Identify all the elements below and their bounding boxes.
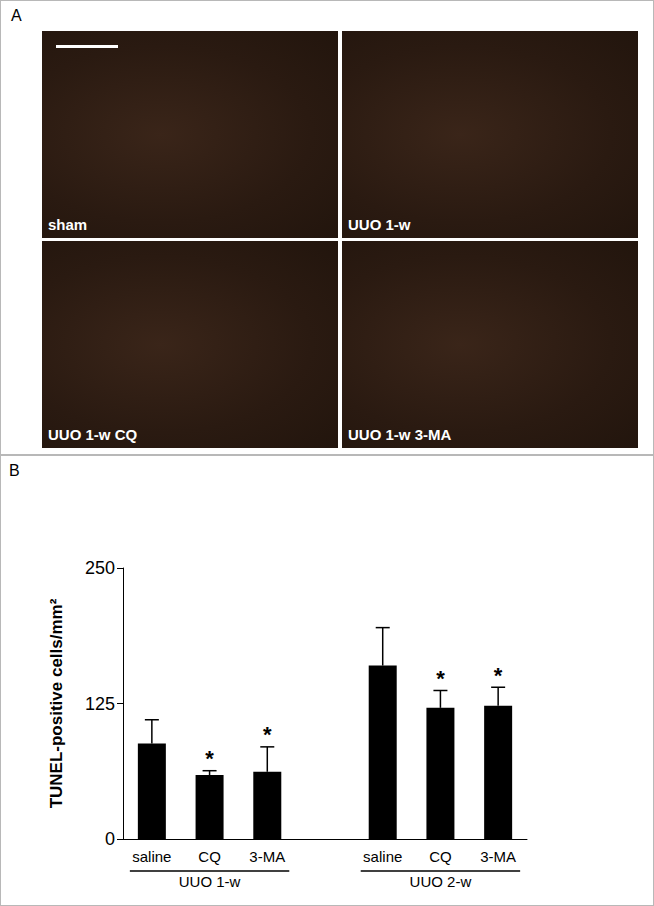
svg-text:125: 125 [85,694,115,714]
html-text:UUO 1-w 3-MA: UUO 1-w 3-MA [348,426,452,443]
html-text:B: B [9,462,20,479]
svg-text:UUO 2-w: UUO 2-w [410,873,472,890]
svg-text:0: 0 [105,829,115,849]
html-text:UUO 1-w CQ: UUO 1-w CQ [48,426,138,443]
svg-text:250: 250 [85,558,115,578]
svg-text:saline: saline [363,848,402,865]
svg-text:TUNEL-positive cells/mm²: TUNEL-positive cells/mm² [47,598,66,808]
svg-text:*: * [205,746,214,771]
svg-text:3-MA: 3-MA [480,848,516,865]
html-text:sham: sham [48,216,88,233]
svg-text:CQ: CQ [429,848,452,865]
svg-text:*: * [263,722,272,747]
svg-text:CQ: CQ [198,848,221,865]
svg-text:*: * [494,663,503,688]
html-text:A: A [11,7,22,24]
html-text:UUO 1-w: UUO 1-w [348,216,411,233]
svg-text:*: * [436,666,445,691]
svg-text:UUO 1-w: UUO 1-w [179,873,241,890]
svg-text:3-MA: 3-MA [249,848,285,865]
svg-text:saline: saline [132,848,171,865]
